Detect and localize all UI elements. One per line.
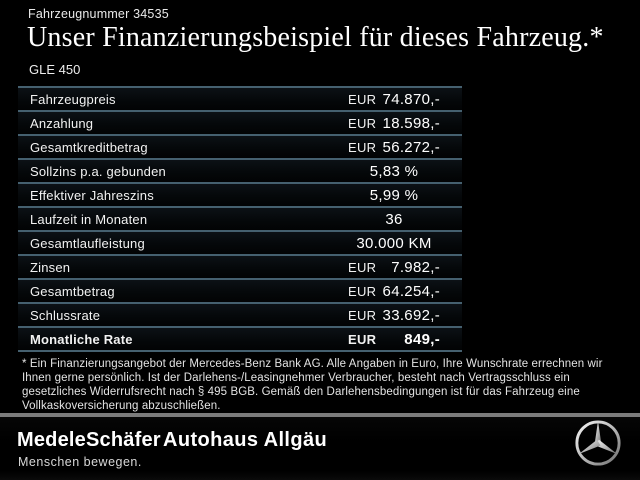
row-value: 5,83 % bbox=[369, 162, 419, 180]
model-name: GLE 450 bbox=[29, 62, 81, 77]
row-value: 849,- bbox=[404, 330, 440, 348]
row-value-column: 30.000 KM bbox=[340, 235, 462, 252]
row-value: 5,99 % bbox=[369, 186, 419, 204]
table-row: Fahrzeugpreis EUR 74.870,- bbox=[18, 86, 462, 110]
row-label: Schlussrate bbox=[30, 307, 101, 323]
dealer-logo: MedeleSchäfer bbox=[17, 429, 161, 451]
row-currency: EUR bbox=[348, 91, 377, 107]
row-currency: EUR bbox=[348, 139, 377, 155]
row-currency: EUR bbox=[348, 259, 377, 275]
row-value-column: 5,99 % bbox=[340, 187, 462, 204]
row-value: 74.870,- bbox=[382, 90, 440, 108]
row-label: Laufzeit in Monaten bbox=[30, 211, 148, 227]
row-value: 36 bbox=[385, 210, 403, 228]
footer: MedeleSchäfer Autohaus Allgäu Menschen b… bbox=[0, 417, 640, 480]
row-label: Sollzins p.a. gebunden bbox=[30, 163, 166, 179]
dealer-secondary-logo: Autohaus Allgäu bbox=[163, 429, 328, 451]
row-label: Effektiver Jahreszins bbox=[30, 187, 154, 203]
row-value: 18.598,- bbox=[382, 114, 440, 132]
row-currency: EUR bbox=[348, 307, 377, 323]
row-value-column: EUR 7.982,- bbox=[340, 259, 462, 276]
row-label: Gesamtkreditbetrag bbox=[30, 139, 148, 155]
table-row: Gesamtbetrag EUR 64.254,- bbox=[18, 278, 462, 302]
row-label: Gesamtbetrag bbox=[30, 283, 115, 299]
row-value: 64.254,- bbox=[382, 282, 440, 300]
row-label: Zinsen bbox=[30, 259, 71, 275]
row-currency: EUR bbox=[348, 115, 377, 131]
table-row: Sollzins p.a. gebunden 5,83 % bbox=[18, 158, 462, 182]
table-row: Laufzeit in Monaten 36 bbox=[18, 206, 462, 230]
mercedes-star-icon bbox=[575, 420, 621, 466]
row-currency: EUR bbox=[348, 331, 377, 347]
finance-table: Fahrzeugpreis EUR 74.870,- Anzahlung EUR… bbox=[18, 86, 462, 352]
row-label: Gesamtlaufleistung bbox=[30, 235, 145, 251]
table-row: Anzahlung EUR 18.598,- bbox=[18, 110, 462, 134]
row-value: 33.692,- bbox=[382, 306, 440, 324]
row-value-column: 36 bbox=[340, 211, 462, 228]
row-value-column: EUR 849,- bbox=[340, 331, 462, 348]
table-row: Monatliche Rate EUR 849,- bbox=[18, 326, 462, 350]
row-value-column: EUR 74.870,- bbox=[340, 91, 462, 108]
row-value-column: 5,83 % bbox=[340, 163, 462, 180]
row-value: 7.982,- bbox=[391, 258, 440, 276]
row-value: 56.272,- bbox=[382, 138, 440, 156]
row-value: 30.000 KM bbox=[356, 234, 432, 252]
table-row: Gesamtlaufleistung 30.000 KM bbox=[18, 230, 462, 254]
row-value-column: EUR 56.272,- bbox=[340, 139, 462, 156]
page-title: Unser Finanzierungsbeispiel für dieses F… bbox=[27, 22, 604, 53]
row-label: Fahrzeugpreis bbox=[30, 91, 116, 107]
row-value-column: EUR 18.598,- bbox=[340, 115, 462, 132]
row-currency: EUR bbox=[348, 283, 377, 299]
dealer-tagline: Menschen bewegen. bbox=[18, 455, 142, 469]
table-row: Effektiver Jahreszins 5,99 % bbox=[18, 182, 462, 206]
table-row: Schlussrate EUR 33.692,- bbox=[18, 302, 462, 326]
row-label: Anzahlung bbox=[30, 115, 94, 131]
row-label: Monatliche Rate bbox=[30, 331, 133, 347]
table-row: Gesamtkreditbetrag EUR 56.272,- bbox=[18, 134, 462, 158]
table-row: Zinsen EUR 7.982,- bbox=[18, 254, 462, 278]
vehicle-number: Fahrzeugnummer 34535 bbox=[28, 7, 169, 21]
row-value-column: EUR 64.254,- bbox=[340, 283, 462, 300]
row-value-column: EUR 33.692,- bbox=[340, 307, 462, 324]
footnote: * Ein Finanzierungsangebot der Mercedes-… bbox=[22, 358, 603, 412]
footer-divider bbox=[0, 413, 640, 417]
